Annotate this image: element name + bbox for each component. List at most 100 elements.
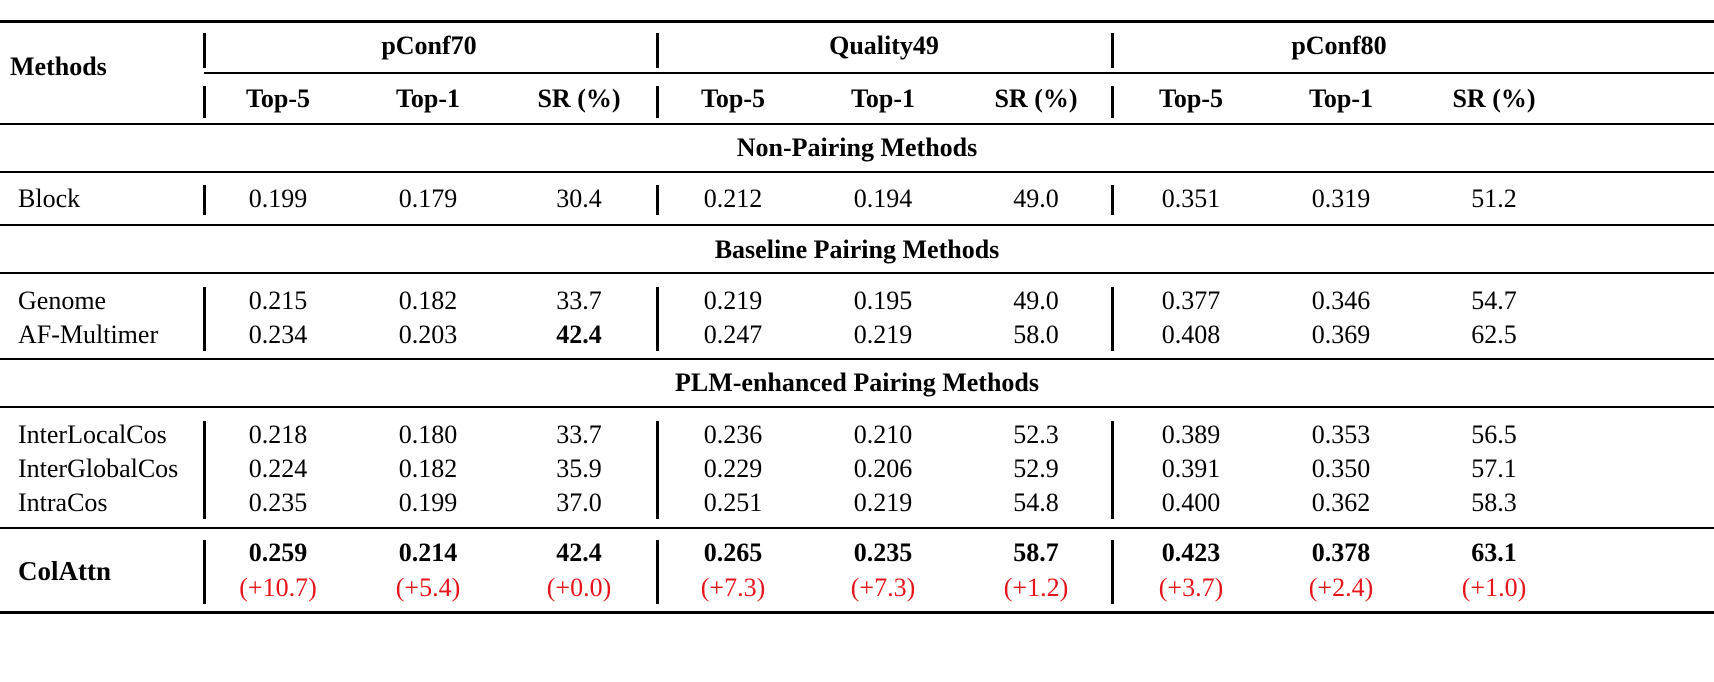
delta-value: (+2.4) [1308,573,1374,602]
delta-value: (+10.7) [239,573,317,602]
table-cell: 0.400 [1161,488,1221,517]
column-separator [1111,287,1114,351]
table-cell: 0.224 [248,454,308,483]
header-separator [203,86,206,118]
method-name: InterLocalCos [18,420,167,449]
table-cell: 0.210 [853,420,913,449]
table-cell: 49.0 [1013,184,1059,213]
column-separator [1111,540,1114,604]
table-cell: 0.236 [703,420,763,449]
metric-header: Top-5 [700,84,766,113]
method-name: IntraCos [18,488,108,517]
delta-value: (+7.3) [700,573,766,602]
table-cell: 0.180 [398,420,458,449]
section-rule [0,406,1714,408]
table-cell: 0.346 [1311,286,1371,315]
metric-header: SR (%) [537,84,621,113]
table-cell-final: 0.259 [248,538,308,567]
table-cell: 0.219 [853,488,913,517]
table-cell-final: 0.423 [1161,538,1221,567]
column-separator [656,287,659,351]
table-cell: 0.229 [703,454,763,483]
table-cell: 42.4 [556,320,602,349]
delta-value: (+1.2) [1003,573,1069,602]
table-cell: 0.350 [1311,454,1371,483]
table-cell: 0.182 [398,454,458,483]
table-cell: 37.0 [556,488,602,517]
table-cell: 35.9 [556,454,602,483]
column-separator [203,185,206,215]
metric-header: SR (%) [994,84,1078,113]
table-cell: 0.408 [1161,320,1221,349]
delta-value: (+7.3) [850,573,916,602]
bottom-rule [0,611,1714,614]
table-cell-final: 0.235 [853,538,913,567]
table-cell: 62.5 [1471,320,1517,349]
table-cell: 0.195 [853,286,913,315]
table-cell: 49.0 [1013,286,1059,315]
table-cell: 0.182 [398,286,458,315]
section-title: PLM-enhanced Pairing Methods [675,368,1039,397]
table-cell: 54.7 [1471,286,1517,315]
table-cell: 0.212 [703,184,763,213]
table-cell: 33.7 [556,286,602,315]
table-cell: 56.5 [1471,420,1517,449]
header-separator [1111,86,1114,118]
header-separator [656,86,659,118]
table-cell: 57.1 [1471,454,1517,483]
methods-header: Methods [10,52,107,81]
table-cell: 52.3 [1013,420,1059,449]
section-rule [0,527,1714,529]
metric-header: Top-5 [1158,84,1224,113]
section-title: Non-Pairing Methods [736,133,978,162]
table-cell: 0.235 [248,488,308,517]
dataset-header-quality49: Quality49 [829,31,939,60]
column-separator [203,287,206,351]
table-cell: 0.194 [853,184,913,213]
table-cell: 0.251 [703,488,763,517]
method-name: Genome [18,286,107,315]
table-cell: 51.2 [1471,184,1517,213]
table-cell: 0.206 [853,454,913,483]
dataset-header-pconf80: pConf80 [1291,31,1387,60]
dataset-header-pconf70: pConf70 [381,31,477,60]
column-separator [656,540,659,604]
metric-header: SR (%) [1452,84,1536,113]
table-cell-final: 0.265 [703,538,763,567]
metric-header: Top-5 [245,84,311,113]
table-cell-final: 42.4 [556,538,602,567]
table-cell: 54.8 [1013,488,1059,517]
column-separator [1111,185,1114,215]
header-separator [1111,33,1114,68]
table-cell: 0.179 [398,184,458,213]
table-cell: 0.377 [1161,286,1221,315]
table-cell: 58.0 [1013,320,1059,349]
method-name: AF-Multimer [18,320,159,349]
table-cell: 0.369 [1311,320,1371,349]
column-separator [656,185,659,215]
table-cell: 30.4 [556,184,602,213]
table-cell: 0.391 [1161,454,1221,483]
table-cell: 0.215 [248,286,308,315]
header-separator [203,33,206,68]
table-cell: 0.234 [248,320,308,349]
column-separator [1111,421,1114,519]
table-cell: 0.219 [853,320,913,349]
method-name-final: ColAttn [18,556,111,586]
table-cell: 52.9 [1013,454,1059,483]
section-rule [0,224,1714,226]
dataset-underline [204,72,1714,74]
section-title: Baseline Pairing Methods [714,235,1000,264]
table-cell: 0.353 [1311,420,1371,449]
section-rule [0,358,1714,360]
table-cell: 0.199 [248,184,308,213]
delta-value: (+3.7) [1158,573,1224,602]
table-cell: 0.319 [1311,184,1371,213]
metric-header: Top-1 [395,84,461,113]
section-rule [0,272,1714,274]
table-cell: 0.218 [248,420,308,449]
delta-value: (+1.0) [1461,573,1527,602]
table-cell: 0.389 [1161,420,1221,449]
table-cell: 0.199 [398,488,458,517]
header-bottom-rule [0,123,1714,125]
